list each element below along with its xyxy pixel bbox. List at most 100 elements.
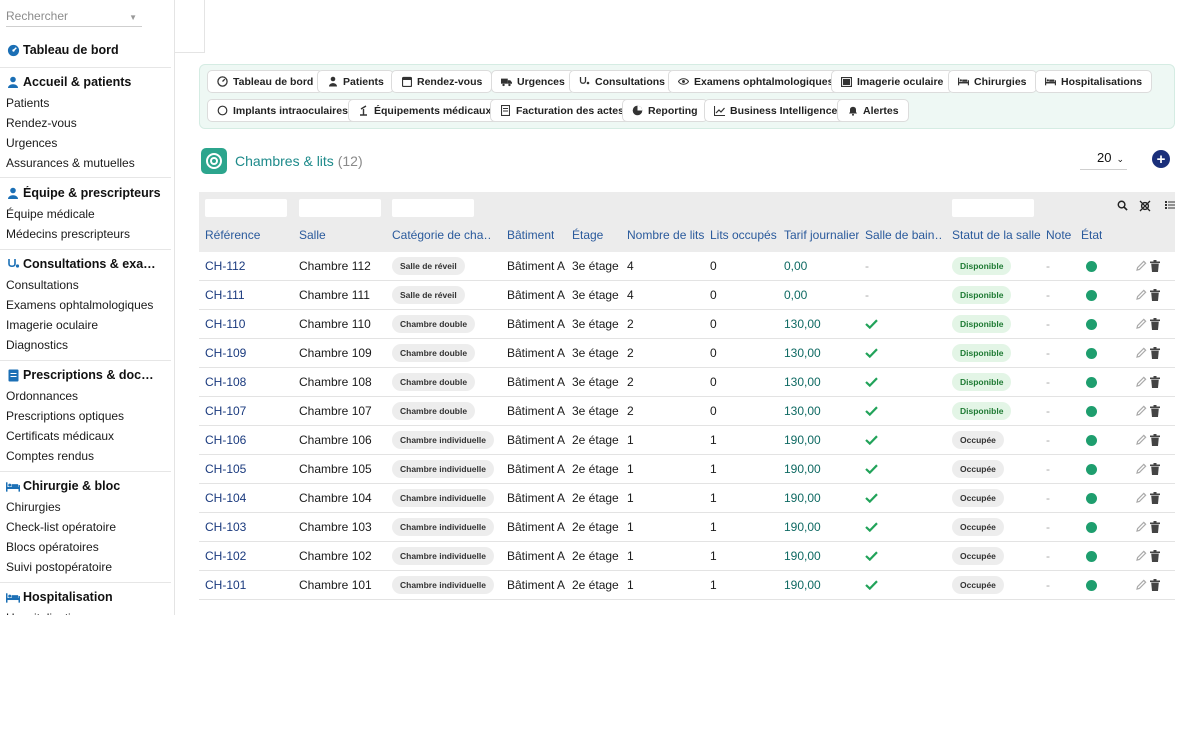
delete-icon[interactable] bbox=[1150, 492, 1161, 504]
table-row[interactable]: CH-107 Chambre 107 Chambre double Bâtiment … bbox=[199, 397, 1175, 426]
edit-icon[interactable] bbox=[1136, 318, 1147, 330]
edit-icon[interactable] bbox=[1136, 289, 1147, 301]
sidebar-group-header[interactable]: Consultations & exa… bbox=[6, 257, 171, 271]
reference-link[interactable]: CH-103 bbox=[205, 520, 247, 534]
sidebar-item[interactable]: Assurances & mutuelles bbox=[6, 156, 135, 170]
clear-filter-icon[interactable] bbox=[1139, 200, 1151, 215]
reference-link[interactable]: CH-108 bbox=[205, 375, 247, 389]
reference-link[interactable]: CH-109 bbox=[205, 346, 247, 360]
sidebar-item[interactable]: Urgences bbox=[6, 136, 58, 150]
col-etage-header[interactable]: Étage bbox=[572, 228, 604, 242]
sidebar-item[interactable]: Suivi postopératoire bbox=[6, 560, 113, 574]
col-nombre-lits-header[interactable]: Nombre de lits bbox=[627, 228, 705, 242]
delete-icon[interactable] bbox=[1150, 521, 1161, 533]
sidebar-item[interactable]: Médecins prescripteurs bbox=[6, 227, 131, 241]
delete-icon[interactable] bbox=[1150, 463, 1161, 475]
reference-link[interactable]: CH-111 bbox=[205, 288, 245, 302]
reference-link[interactable]: CH-112 bbox=[205, 259, 246, 273]
nav-button[interactable]: Consultations bbox=[569, 70, 675, 93]
reference-link[interactable]: CH-106 bbox=[205, 433, 247, 447]
nav-button[interactable]: Implants intraoculaires bbox=[207, 99, 358, 122]
delete-icon[interactable] bbox=[1150, 376, 1161, 388]
edit-icon[interactable] bbox=[1136, 579, 1147, 591]
sidebar-item-dashboard[interactable]: Tableau de bord bbox=[6, 43, 171, 57]
sidebar-item[interactable]: Certificats médicaux bbox=[6, 429, 115, 443]
sidebar-group-header[interactable]: Équipe & prescripteurs bbox=[6, 186, 171, 200]
sidebar-item[interactable]: Examens ophtalmologiques bbox=[6, 298, 154, 312]
edit-icon[interactable] bbox=[1136, 347, 1147, 359]
col-salle-bain-header[interactable]: Salle de bain… bbox=[865, 228, 943, 242]
nav-button[interactable]: Imagerie oculaire bbox=[831, 70, 954, 93]
reference-link[interactable]: CH-107 bbox=[205, 404, 247, 418]
table-row[interactable]: CH-109 Chambre 109 Chambre double Bâtiment … bbox=[199, 339, 1175, 368]
table-row[interactable]: CH-111 Chambre 111 Salle de réveil Bâtiment… bbox=[199, 281, 1175, 310]
delete-icon[interactable] bbox=[1150, 550, 1161, 562]
reference-link[interactable]: CH-105 bbox=[205, 462, 247, 476]
edit-icon[interactable] bbox=[1136, 521, 1147, 533]
edit-icon[interactable] bbox=[1136, 463, 1147, 475]
col-batiment-header[interactable]: Bâtiment bbox=[507, 228, 555, 242]
edit-icon[interactable] bbox=[1136, 492, 1147, 504]
table-row[interactable]: CH-104 Chambre 104 Chambre individuelle Bât… bbox=[199, 484, 1175, 513]
edit-icon[interactable] bbox=[1136, 434, 1147, 446]
sidebar-item[interactable]: Chirurgies bbox=[6, 500, 61, 514]
table-row[interactable]: CH-112 Chambre 112 Salle de réveil Bâtiment… bbox=[199, 252, 1175, 281]
search-icon[interactable] bbox=[1117, 200, 1128, 214]
col-etat-header[interactable]: État bbox=[1081, 228, 1103, 242]
filter-statut-input[interactable] bbox=[952, 199, 1034, 217]
sidebar-item[interactable]: Équipe médicale bbox=[6, 207, 95, 221]
nav-button[interactable]: Patients bbox=[317, 70, 394, 93]
col-lits-occupes-header[interactable]: Lits occupés bbox=[710, 228, 777, 242]
filter-reference-input[interactable] bbox=[205, 199, 287, 217]
reference-link[interactable]: CH-104 bbox=[205, 491, 247, 505]
nav-button[interactable]: Équipements médicaux bbox=[348, 99, 502, 122]
col-statut-header[interactable]: Statut de la salle bbox=[952, 228, 1041, 242]
sidebar-item[interactable]: Ordonnances bbox=[6, 389, 79, 403]
nav-button[interactable]: Rendez-vous bbox=[391, 70, 493, 93]
sidebar-item[interactable]: Diagnostics bbox=[6, 338, 69, 352]
edit-icon[interactable] bbox=[1136, 376, 1147, 388]
sidebar-item[interactable]: Prescriptions optiques bbox=[6, 409, 125, 423]
filter-salle-input[interactable] bbox=[299, 199, 381, 217]
table-row[interactable]: CH-108 Chambre 108 Chambre double Bâtiment … bbox=[199, 368, 1175, 397]
list-view-icon[interactable] bbox=[1165, 200, 1175, 213]
nav-button[interactable]: Examens ophtalmologiques bbox=[668, 70, 844, 93]
reference-link[interactable]: CH-102 bbox=[205, 549, 247, 563]
page-size-select[interactable]: 20 ⌄ bbox=[1080, 150, 1127, 170]
delete-icon[interactable] bbox=[1150, 347, 1161, 359]
reference-link[interactable]: CH-101 bbox=[205, 578, 247, 592]
table-row[interactable]: CH-102 Chambre 102 Chambre individuelle Bât… bbox=[199, 542, 1175, 571]
nav-button[interactable]: Hospitalisations bbox=[1035, 70, 1153, 93]
col-note-header[interactable]: Note bbox=[1046, 228, 1072, 242]
nav-button[interactable]: Urgences bbox=[491, 70, 575, 93]
delete-icon[interactable] bbox=[1150, 405, 1161, 417]
table-row[interactable]: CH-101 Chambre 101 Chambre individuelle Bât… bbox=[199, 571, 1175, 600]
search-input[interactable]: Rechercher ▼ bbox=[6, 8, 142, 27]
filter-categorie-input[interactable] bbox=[392, 199, 474, 217]
delete-icon[interactable] bbox=[1150, 260, 1161, 272]
delete-icon[interactable] bbox=[1150, 318, 1161, 330]
col-categorie-header[interactable]: Catégorie de cha… bbox=[392, 228, 492, 242]
nav-button[interactable]: Reporting bbox=[622, 99, 708, 122]
sidebar-group-header[interactable]: Accueil & patients bbox=[6, 75, 171, 89]
col-tarif-header[interactable]: Tarif journalier bbox=[784, 228, 860, 242]
sidebar-item[interactable]: Comptes rendus bbox=[6, 449, 95, 463]
col-salle-header[interactable]: Salle bbox=[299, 228, 326, 242]
add-room-button[interactable]: + bbox=[1152, 150, 1170, 168]
edit-icon[interactable] bbox=[1136, 260, 1147, 272]
sidebar-item[interactable]: Blocs opératoires bbox=[6, 540, 99, 554]
table-row[interactable]: CH-106 Chambre 106 Chambre individuelle Bât… bbox=[199, 426, 1175, 455]
table-row[interactable]: CH-105 Chambre 105 Chambre individuelle Bât… bbox=[199, 455, 1175, 484]
delete-icon[interactable] bbox=[1150, 289, 1161, 301]
col-reference-header[interactable]: Référence bbox=[205, 228, 261, 242]
nav-button[interactable]: Facturation des actes bbox=[490, 99, 634, 122]
edit-icon[interactable] bbox=[1136, 405, 1147, 417]
sidebar-item[interactable]: Check-list opératoire bbox=[6, 520, 117, 534]
sidebar-group-header[interactable]: Chirurgie & bloc bbox=[6, 479, 171, 493]
sidebar-group-header[interactable]: Hospitalisation bbox=[6, 590, 171, 604]
sidebar-item[interactable]: Imagerie oculaire bbox=[6, 318, 99, 332]
delete-icon[interactable] bbox=[1150, 579, 1161, 591]
edit-icon[interactable] bbox=[1136, 550, 1147, 562]
delete-icon[interactable] bbox=[1150, 434, 1161, 446]
sidebar-item[interactable]: Hospitalisations bbox=[6, 611, 90, 615]
